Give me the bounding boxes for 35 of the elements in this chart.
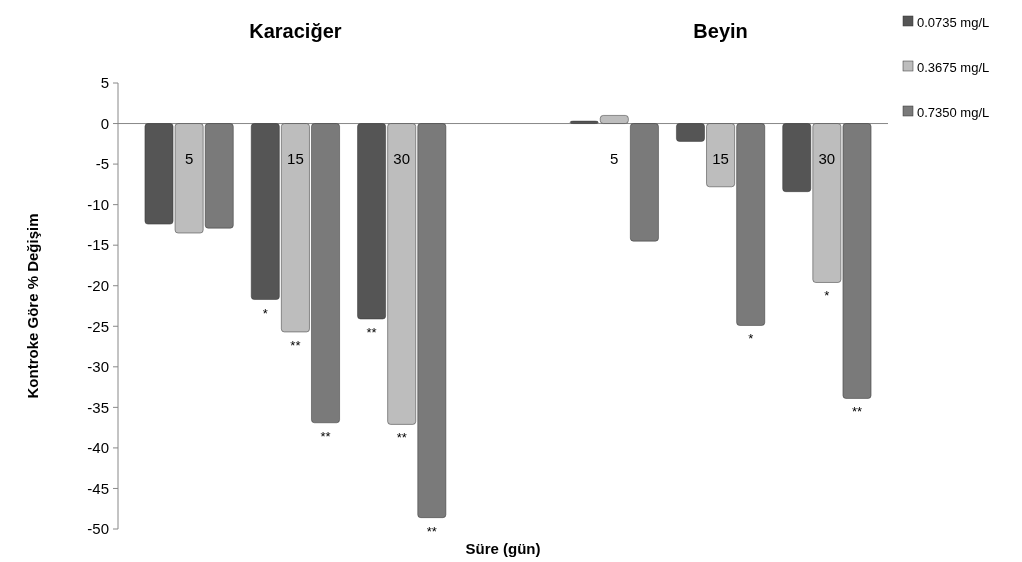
data-label: ** (290, 337, 301, 353)
y-tick-label: -40 (87, 439, 109, 457)
x-tick-label: 5 (184, 149, 194, 167)
x-tick-label: 30 (393, 149, 411, 167)
legend-label: 0.0735 mg/L (917, 14, 990, 30)
y-axis-title: Kontroke Göre % Değişim (24, 213, 41, 399)
y-tick-label: -25 (87, 317, 109, 335)
data-label: ** (320, 428, 331, 444)
legend-label: 0.3675 mg/L (917, 59, 990, 75)
bar (630, 123, 659, 242)
data-label: ** (396, 430, 407, 446)
y-tick-label: -10 (87, 195, 109, 213)
x-tick-label: 5 (610, 149, 619, 167)
y-tick-label: 5 (100, 74, 109, 92)
text: Beyin (693, 20, 748, 42)
y-tick-label: -45 (87, 479, 109, 497)
y-tick-label: -35 (87, 398, 109, 416)
data-label: * (262, 305, 268, 321)
data-label: ** (366, 324, 377, 340)
data-label: ** (426, 523, 437, 539)
y-tick-label: -15 (87, 236, 109, 254)
x-tick-label: 15 (287, 149, 304, 167)
x-tick-label: 15 (712, 149, 729, 167)
y-tick-label: -20 (87, 276, 109, 294)
y-tick-label: -5 (95, 155, 109, 173)
data-label: * (824, 288, 830, 304)
x-axis-title: Süre (gün) (465, 540, 541, 557)
legend-label: 0.7350 mg/L (917, 104, 990, 120)
text: Karaciğer (249, 20, 342, 42)
data-label: ** (851, 404, 863, 420)
x-tick-label: 30 (818, 149, 836, 167)
y-tick-label: -50 (87, 520, 109, 538)
data-label: * (748, 331, 754, 347)
y-tick-label: 0 (100, 114, 109, 132)
y-tick-label: -30 (87, 358, 109, 376)
